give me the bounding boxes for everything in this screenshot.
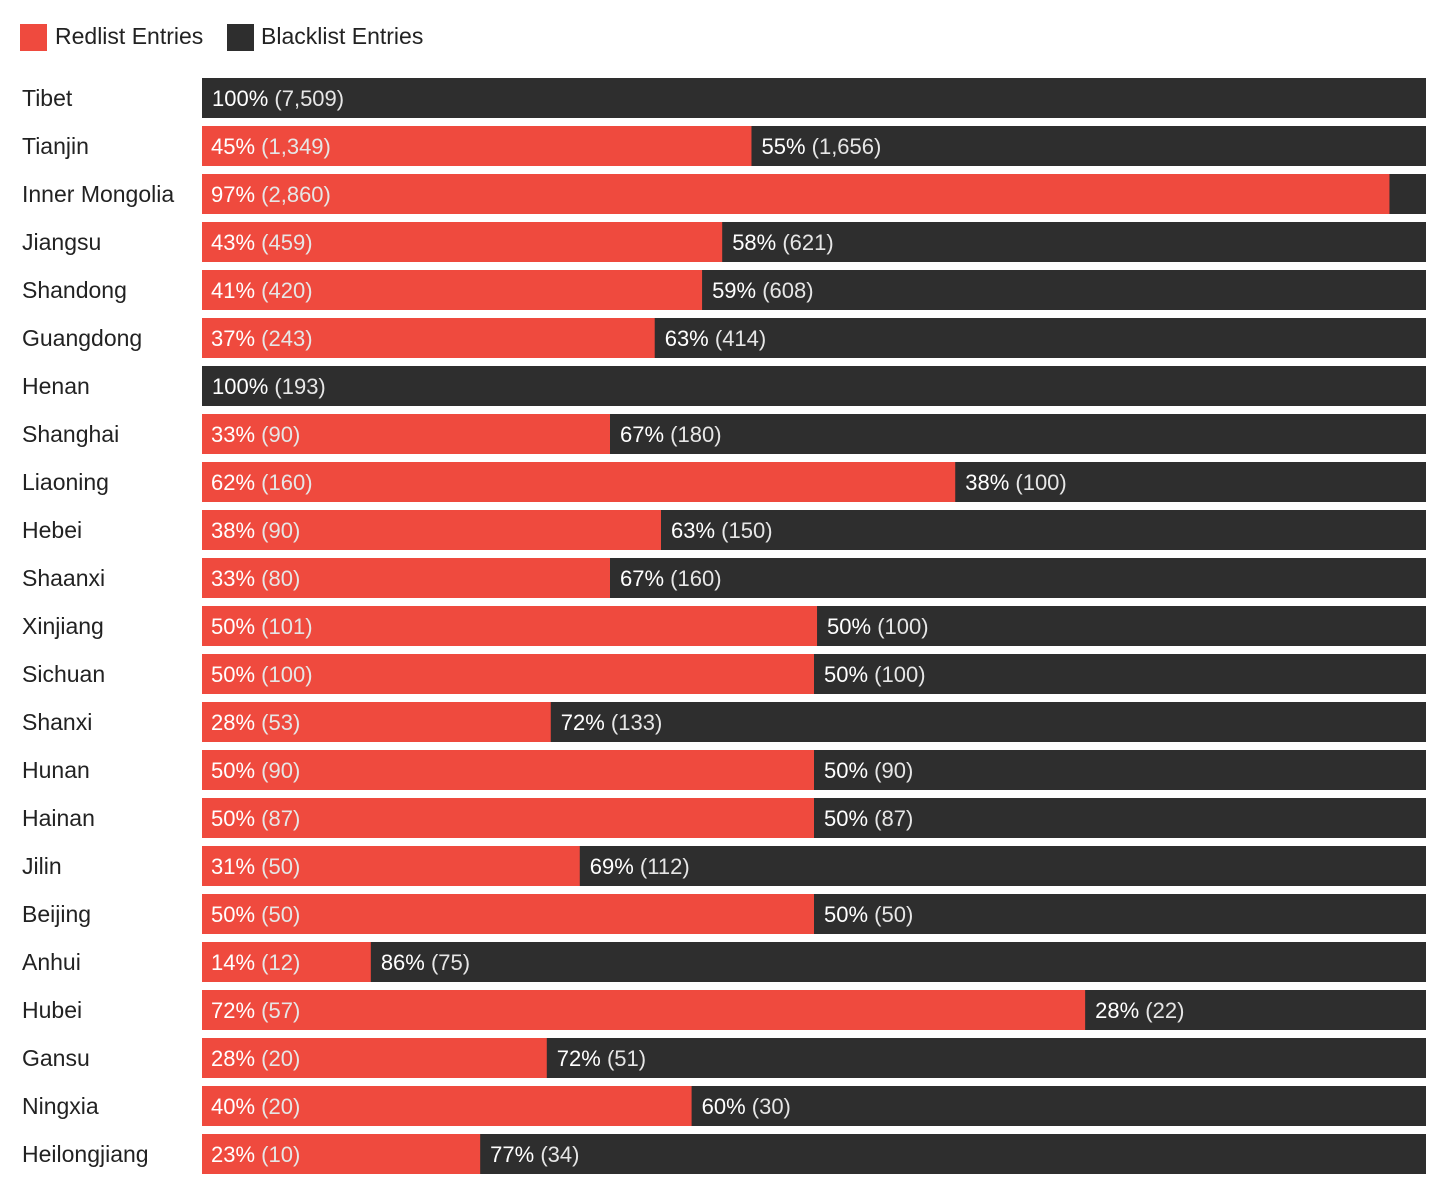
data-label-redlist: 31% (50) [211,854,300,879]
data-label-blacklist: 72% (133) [561,710,663,735]
data-label-redlist: 33% (80) [211,566,300,591]
category-label: Henan [22,373,90,399]
category-label: Shandong [22,277,127,303]
bar-segment-redlist [202,990,1086,1030]
legend-label-blacklist: Blacklist Entries [261,23,423,49]
category-label: Jiangsu [22,229,101,255]
data-label-blacklist: 55% (1,656) [761,134,881,159]
category-label: Anhui [22,949,81,975]
data-label-blacklist: 77% (34) [490,1142,579,1167]
bar-segment-blacklist [202,942,1426,982]
data-label-blacklist: 67% (180) [620,422,722,447]
bar-segment-redlist [202,126,752,166]
bar-segment-redlist [202,270,703,310]
category-label: Hunan [22,757,90,783]
data-label-blacklist: 100% (7,509) [212,86,344,111]
data-label-blacklist: 59% (608) [712,278,814,303]
data-label-redlist: 14% (12) [211,950,300,975]
bar-segment-redlist [202,558,610,598]
data-label-blacklist: 72% (51) [557,1046,646,1071]
bar-segment-redlist [202,798,814,838]
legend: Redlist Entries Blacklist Entries [20,23,423,51]
data-label-blacklist: 69% (112) [590,854,690,879]
bar-segment-redlist [202,1038,547,1078]
data-label-blacklist: 38% (100) [965,470,1067,495]
category-label: Xinjiang [22,613,104,639]
data-label-blacklist: 50% (50) [824,902,913,927]
data-label-redlist: 50% (50) [211,902,300,927]
data-label-redlist: 43% (459) [211,230,313,255]
legend-label-redlist: Redlist Entries [55,23,203,49]
bar-segment-redlist [202,606,818,646]
bar-segment-redlist [202,174,1390,214]
data-label-blacklist: 28% (22) [1095,998,1184,1023]
legend-swatch-redlist [20,24,47,51]
category-label: Hubei [22,997,82,1023]
data-label-blacklist: 63% (414) [665,326,767,351]
data-label-blacklist: 50% (90) [824,758,913,783]
category-label: Gansu [22,1045,90,1071]
data-label-redlist: 41% (420) [211,278,313,303]
category-label: Inner Mongolia [22,181,174,207]
category-label: Liaoning [22,469,109,495]
category-label: Tibet [22,85,73,111]
data-label-redlist: 23% (10) [211,1142,300,1167]
data-label-redlist: 50% (87) [211,806,300,831]
category-label: Sichuan [22,661,105,687]
data-label-redlist: 50% (100) [211,662,313,687]
data-label-blacklist: 60% (30) [702,1094,791,1119]
data-label-redlist: 40% (20) [211,1094,300,1119]
bar-segment-redlist [202,222,723,262]
data-label-redlist: 50% (101) [211,614,313,639]
category-label: Tianjin [22,133,89,159]
category-label: Shanxi [22,709,92,735]
bar-segment-redlist [202,702,551,742]
bar-segment-redlist [202,846,580,886]
category-label: Guangdong [22,325,142,351]
bar-segment-blacklist [202,366,1426,406]
data-label-redlist: 97% (2,860) [211,182,331,207]
bar-rows: Tibet 100% (7,509) Tianjin 45% (1,349) 55% (… [22,78,1426,1174]
category-label: Jilin [22,853,62,879]
category-label: Beijing [22,901,91,927]
data-label-blacklist: 50% (100) [827,614,929,639]
data-label-redlist: 62% (160) [211,470,313,495]
data-label-redlist: 37% (243) [211,326,313,351]
data-label-redlist: 28% (20) [211,1046,300,1071]
bar-segment-redlist [202,942,371,982]
data-label-redlist: 45% (1,349) [211,134,331,159]
bar-segment-redlist [202,318,655,358]
data-label-redlist: 72% (57) [211,998,300,1023]
category-label: Hebei [22,517,82,543]
legend-swatch-blacklist [227,24,254,51]
data-label-redlist: 38% (90) [211,518,300,543]
data-label-blacklist: 50% (100) [824,662,926,687]
bar-segment-redlist [202,654,814,694]
data-label-blacklist: 86% (75) [381,950,470,975]
data-label-blacklist: 63% (150) [671,518,773,543]
bar-segment-redlist [202,414,610,454]
data-label-blacklist: 100% (193) [212,374,326,399]
data-label-blacklist: 67% (160) [620,566,722,591]
bar-segment-redlist [202,1086,692,1126]
bar-segment-redlist [202,510,661,550]
category-label: Hainan [22,805,95,831]
data-label-blacklist: 50% (87) [824,806,913,831]
bar-segment-redlist [202,894,814,934]
data-label-redlist: 50% (90) [211,758,300,783]
category-label: Shaanxi [22,565,105,591]
data-label-redlist: 28% (53) [211,710,300,735]
category-label: Shanghai [22,421,119,447]
bar-segment-redlist [202,750,814,790]
data-label-blacklist: 58% (621) [732,230,834,255]
bar-segment-redlist [202,462,956,502]
category-label: Ningxia [22,1093,99,1119]
data-label-redlist: 33% (90) [211,422,300,447]
bar-segment-redlist [202,1134,481,1174]
bar-segment-blacklist [202,78,1426,118]
category-label: Heilongjiang [22,1141,149,1167]
